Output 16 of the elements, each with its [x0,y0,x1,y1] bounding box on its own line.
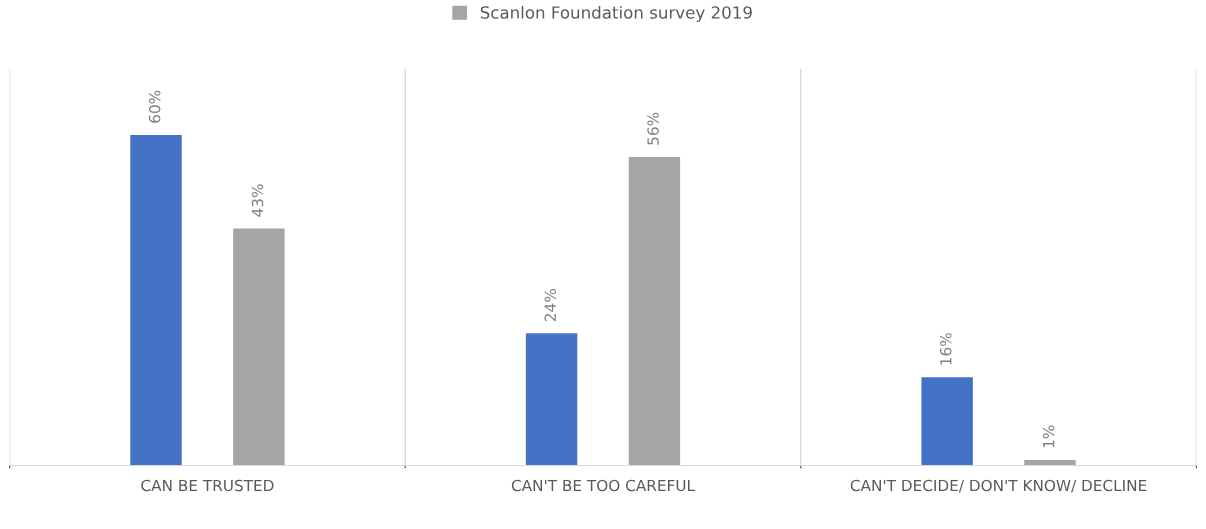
bar [130,134,182,466]
legend-label: Scanlon Foundation survey 2019 [480,5,752,23]
data-label: 16% [940,333,952,365]
bar [921,377,973,466]
data-label: 60% [148,90,161,123]
data-label: 24% [544,289,557,322]
bar [233,228,285,466]
bar [525,333,578,466]
x-tick-label: CAN BE TRUSTED [141,479,274,492]
bar [628,156,681,466]
data-label: 43% [251,184,264,217]
bar [1024,460,1076,466]
x-tick-label: CAN'T BE TOO CAREFUL [511,479,695,492]
data-label: 1% [1042,425,1055,448]
x-tick-label: CAN'T DECIDE/ DON'T KNOW/ DECLINE [850,479,1147,493]
data-label: 56% [647,112,659,145]
